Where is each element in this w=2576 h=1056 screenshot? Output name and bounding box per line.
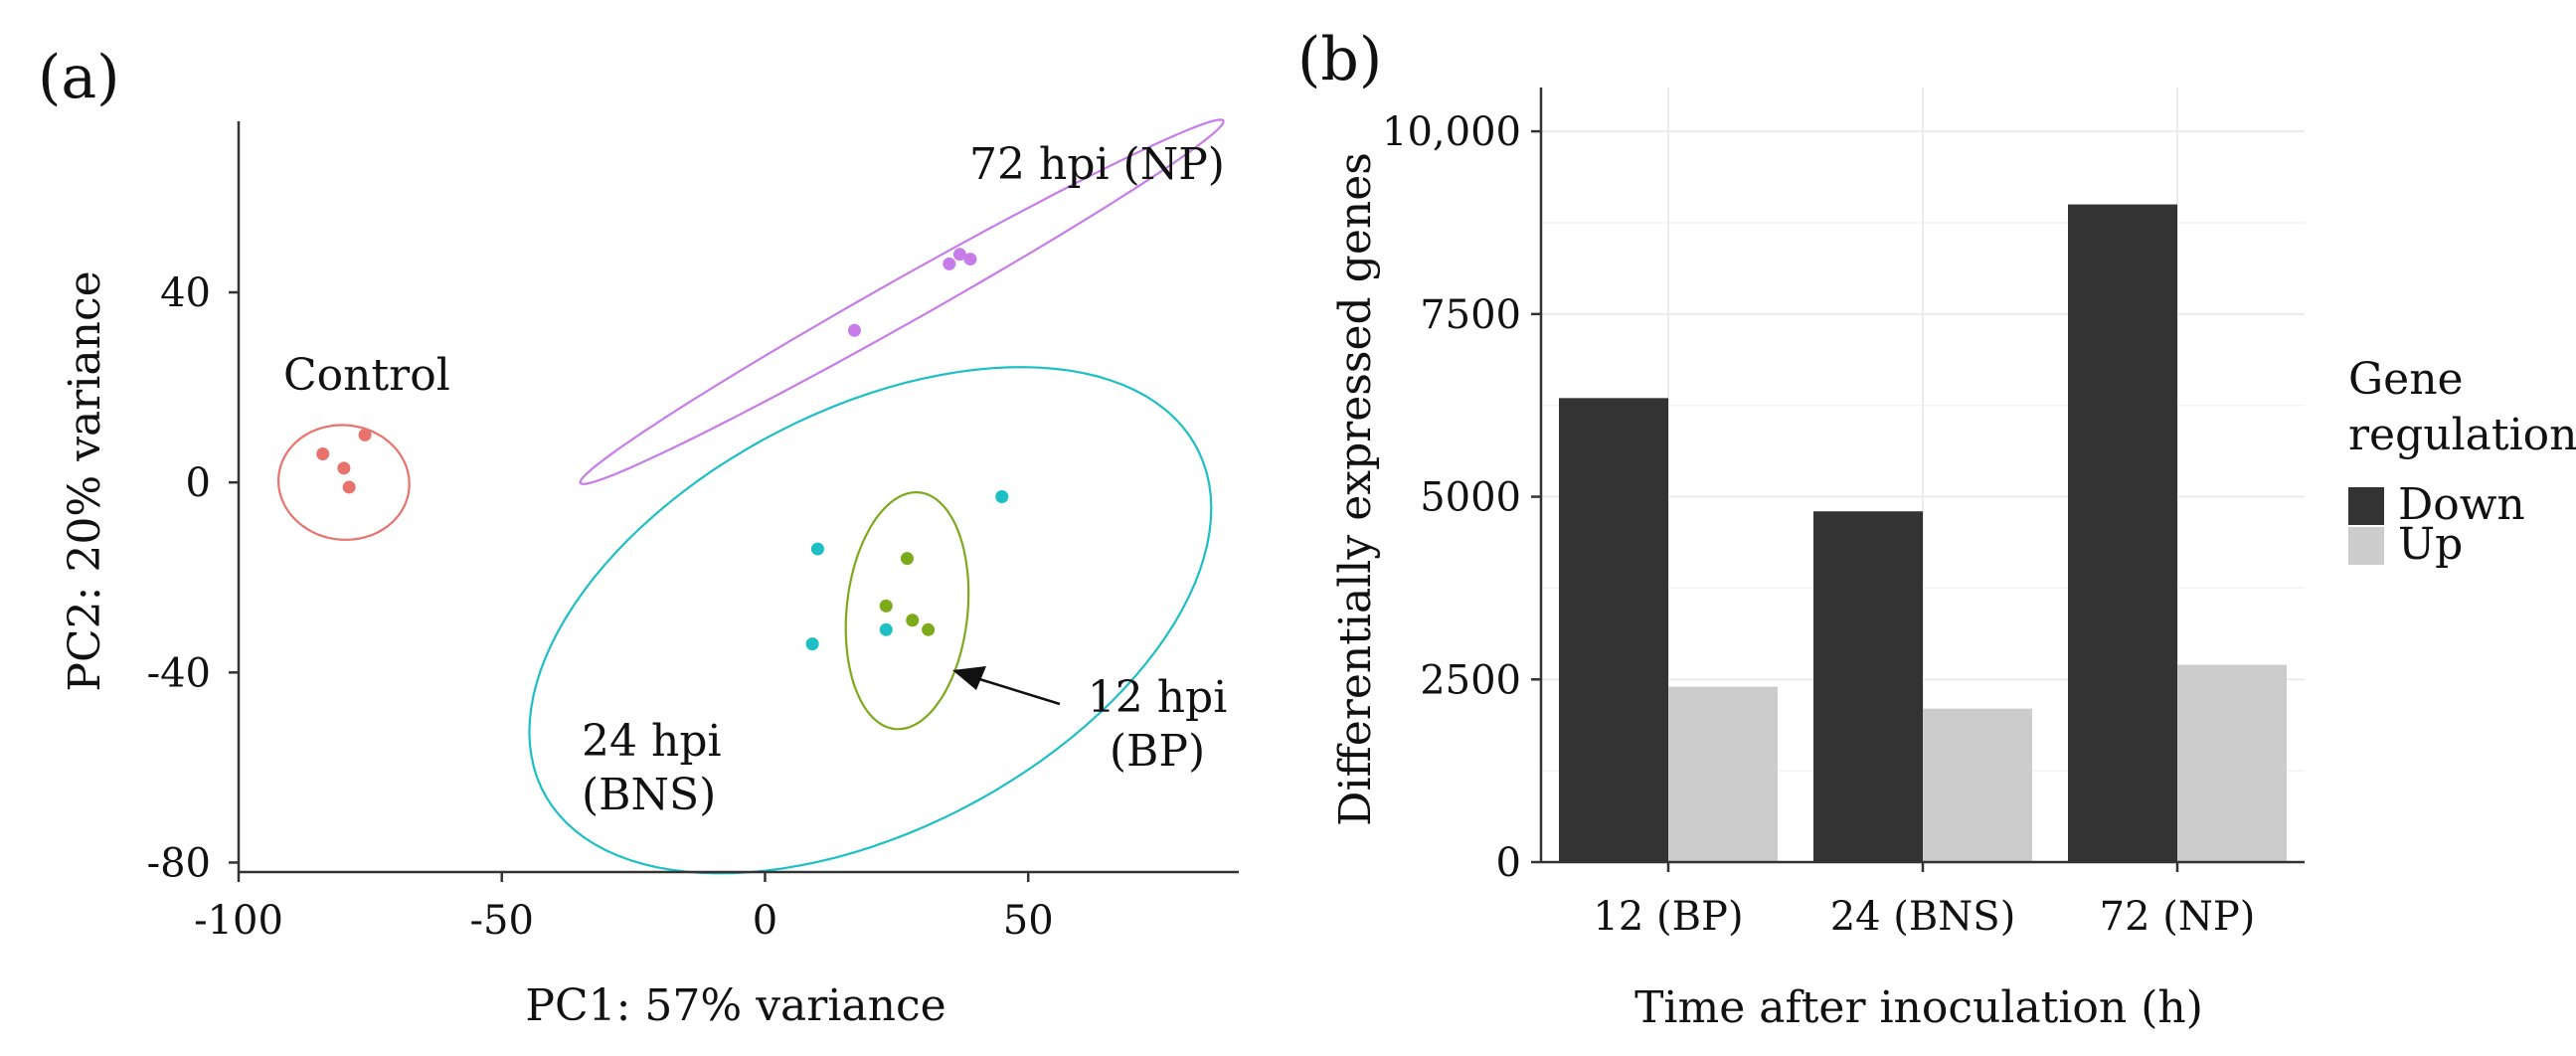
bar-down-12-bp — [1559, 398, 1668, 862]
bar-up-24-bns — [1923, 708, 2032, 862]
legend-swatch-up — [2348, 527, 2384, 565]
bar-y-tick-label: 7500 — [1420, 292, 1521, 338]
legend-title-line2: regulation — [2348, 410, 2576, 460]
72-hpi-np-point-1 — [847, 323, 861, 337]
bns-24hpi-label-line1: 24 hpi — [582, 716, 722, 767]
bar-y-tick-label: 2500 — [1420, 657, 1521, 703]
24-hpi-bns-point-1 — [810, 542, 824, 556]
12-hpi-bp-point-4 — [922, 622, 936, 636]
annotation-arrow — [952, 666, 1061, 706]
legend: Gene regulation Down Up — [2348, 354, 2576, 570]
legend-label-up: Up — [2398, 519, 2463, 570]
12-hpi-bp-point-2 — [879, 599, 893, 613]
pca-x-tick-label: -50 — [470, 898, 534, 944]
legend-label-down: Down — [2398, 479, 2525, 530]
24-hpi-bns-point-2 — [995, 490, 1009, 503]
pca-y-tick-label: 0 — [186, 460, 211, 506]
pca-x-tick-label: 50 — [1003, 898, 1054, 944]
bar-x-tick-label: 72 (NP) — [2100, 894, 2256, 940]
pca-x-tick-label: -100 — [194, 898, 283, 944]
bar-x-tick-label: 12 (BP) — [1593, 894, 1743, 940]
bar-x-axis-title: Time after inoculation (h) — [1634, 982, 2203, 1033]
bar-y-tick-label: 5000 — [1420, 475, 1521, 521]
pca-x-ticks: -100 -50 0 50 — [194, 872, 1054, 944]
24-hpi-bns-ellipse — [528, 366, 1213, 875]
control-point-4 — [342, 480, 356, 494]
24-hpi-bns-point-3 — [805, 637, 819, 651]
bar-y-ticks: 0 2500 5000 7500 10,000 — [1382, 109, 1541, 886]
bar-up-12-bp — [1668, 686, 1778, 862]
bar-x-tick-label: 24 (BNS) — [1830, 894, 2016, 940]
bar-y-tick-label: 0 — [1496, 840, 1521, 886]
bar-y-axis-title: Differentially expressed genes — [1330, 152, 1381, 826]
control-ellipse — [276, 424, 411, 541]
72-hpi-np-point-2 — [943, 257, 956, 270]
bar-down-24-bns — [1813, 511, 1923, 862]
bar-down-72-np — [2068, 204, 2177, 862]
bar-panel-label: (b) — [1297, 25, 1382, 94]
deg-bar-panel: (b) 0 2500 5000 7500 10,000 12 (BP) 24 (BNS) 7… — [1297, 25, 2576, 1033]
control-label: Control — [283, 350, 450, 401]
bp-12hpi-label-line2: (BP) — [1110, 726, 1205, 777]
pca-points — [316, 248, 1009, 651]
control-point-1 — [316, 446, 330, 460]
72-hpi-np-ellipse — [579, 118, 1225, 485]
pca-y-tick-label: -80 — [147, 840, 211, 886]
pca-x-tick-label: 0 — [753, 898, 777, 944]
control-point-2 — [358, 428, 372, 441]
control-point-3 — [337, 461, 351, 475]
pca-y-tick-label: 40 — [160, 270, 211, 316]
72-hpi-np-point-3 — [952, 248, 966, 262]
bar-y-tick-label: 10,000 — [1382, 109, 1521, 155]
np-72hpi-label: 72 hpi (NP) — [969, 139, 1225, 190]
12-hpi-bp-ellipse — [844, 490, 970, 731]
12-hpi-bp-point-3 — [906, 614, 920, 627]
pca-panel-label: (a) — [38, 43, 120, 112]
pca-y-tick-label: -40 — [147, 650, 211, 696]
pca-y-axis-title: PC2: 20% variance — [60, 270, 110, 691]
pca-x-axis-title: PC1: 57% variance — [525, 980, 945, 1031]
bns-24hpi-label-line2: (BNS) — [582, 770, 716, 820]
bar-x-ticks: 12 (BP) 24 (BNS) 72 (NP) — [1593, 862, 2255, 940]
bp-12hpi-label-line1: 12 hpi — [1088, 672, 1228, 723]
legend-title-line1: Gene — [2348, 354, 2464, 405]
bars — [1559, 204, 2287, 862]
bar-up-72-np — [2177, 664, 2287, 862]
legend-swatch-down — [2348, 487, 2384, 525]
pca-y-ticks: 40 0 -40 -80 — [147, 270, 239, 886]
pca-ellipses — [276, 118, 1225, 875]
24-hpi-bns-point-4 — [879, 622, 893, 636]
12-hpi-bp-point-1 — [900, 552, 914, 566]
72-hpi-np-point-4 — [963, 253, 977, 266]
pca-panel: (a) -100 -50 0 50 40 0 -40 -80 PC1: 57% varian… — [38, 43, 1239, 1031]
